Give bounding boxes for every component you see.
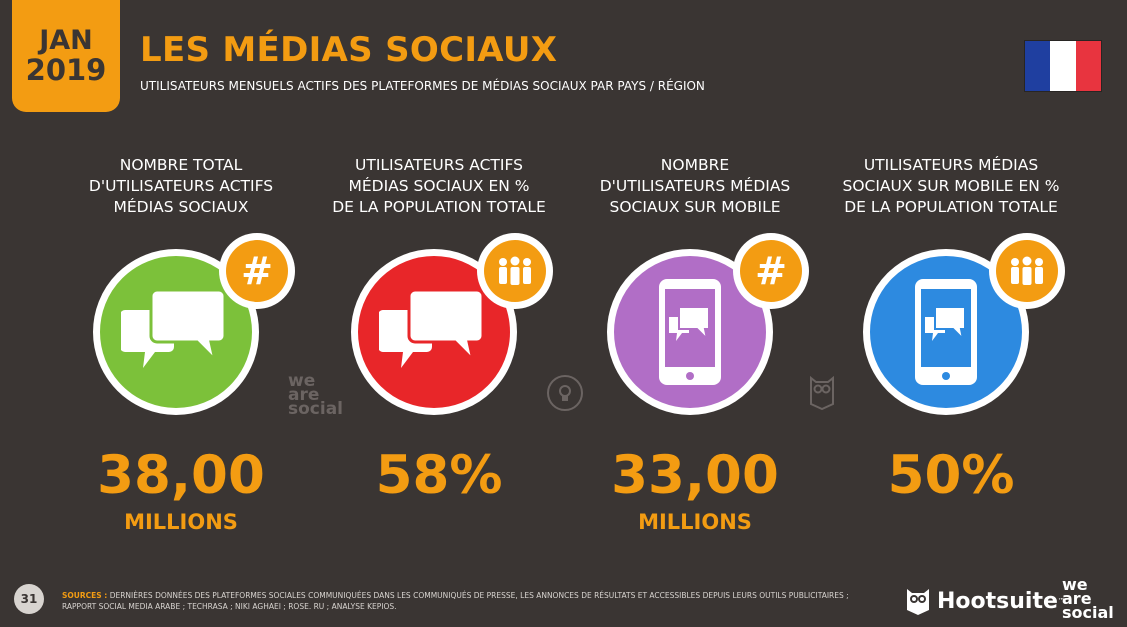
flag-stripe-blue (1025, 41, 1051, 91)
date-month: JAN (39, 24, 93, 56)
hashtag-icon: # (733, 233, 809, 309)
wm-we: we (288, 371, 316, 391)
we-are-social-watermark: we are social (288, 371, 344, 419)
mobile-chat-icon (863, 249, 1029, 415)
page-title: LES MÉDIAS SOCIAUX (140, 30, 558, 70)
label-line: D'UTILISATEURS ACTIFS (88, 177, 274, 195)
label-line: UTILISATEURS MÉDIAS (863, 156, 1039, 174)
page-number: 31 (14, 584, 44, 614)
flag-stripe-red (1075, 41, 1101, 91)
logo-are: are (1062, 589, 1092, 608)
sources-label: SOURCES : (62, 591, 108, 600)
owl-icon (808, 374, 836, 411)
stat-unit: MILLIONS (638, 510, 752, 534)
sources-text: DERNIÈRES DONNÉES DES PLATEFORMES SOCIAL… (62, 591, 849, 611)
trademark: ™ (1057, 597, 1065, 605)
label-line: MÉDIAS SOCIAUX EN % (348, 177, 530, 195)
date-year: 2019 (25, 52, 107, 87)
flag-stripe-white (1050, 41, 1076, 91)
logo-we: we (1062, 575, 1088, 594)
stat-value: 38,00 (97, 445, 265, 506)
label-line: NOMBRE TOTAL (119, 156, 243, 174)
stat-value: 58% (375, 445, 503, 506)
stat-label: UTILISATEURS MÉDIAS SOCIAUX SUR MOBILE EN… (822, 155, 1080, 227)
people-icon (989, 233, 1065, 309)
stat-value: 33,00 (611, 445, 779, 506)
stat-value: 50% (887, 445, 1015, 506)
label-line: SOCIAUX SUR MOBILE (609, 198, 781, 216)
label-line: DE LA POPULATION TOTALE (332, 198, 546, 216)
stat-label: NOMBRE TOTAL D'UTILISATEURS ACTIFS MÉDIAS … (52, 155, 310, 227)
wm-are: are (288, 385, 320, 405)
sources-note: SOURCES : DERNIÈRES DONNÉES DES PLATEFOR… (62, 590, 882, 612)
label-line: DE LA POPULATION TOTALE (844, 198, 1058, 216)
wm-social: social (288, 399, 344, 419)
label-line: UTILISATEURS ACTIFS (355, 156, 523, 174)
label-line: MÉDIAS SOCIAUX (113, 198, 249, 216)
hootsuite-wordmark: Hootsuite (937, 588, 1058, 614)
we-are-social-logo: we are social (1062, 575, 1114, 622)
page-subtitle: UTILISATEURS MENSUELS ACTIFS DES PLATEFO… (140, 79, 705, 93)
label-line: D'UTILISATEURS MÉDIAS (599, 177, 791, 195)
logo-social: social (1062, 603, 1114, 622)
hootsuite-logo: Hootsuite ™ (905, 586, 1065, 616)
stat-mobile-penetration: UTILISATEURS MÉDIAS SOCIAUX SUR MOBILE EN… (822, 155, 1080, 510)
label-line: SOCIAUX SUR MOBILE EN % (842, 177, 1060, 195)
hootsuite-owl-icon (907, 589, 929, 615)
date-badge: JAN 2019 (12, 0, 120, 112)
people-icon (477, 233, 553, 309)
hashtag-icon: # (219, 233, 295, 309)
stat-total-social-users: NOMBRE TOTAL D'UTILISATEURS ACTIFS MÉDIAS … (52, 155, 310, 534)
stat-social-penetration: UTILISATEURS ACTIFS MÉDIAS SOCIAUX EN % DE… (310, 155, 568, 510)
lightbulb-icon (547, 375, 583, 411)
stat-label: NOMBRE D'UTILISATEURS MÉDIAS SOCIAUX SUR M… (566, 155, 824, 227)
france-flag-icon (1025, 41, 1101, 91)
stat-label: UTILISATEURS ACTIFS MÉDIAS SOCIAUX EN % DE… (310, 155, 568, 227)
stat-unit: MILLIONS (124, 510, 238, 534)
label-line: NOMBRE (660, 156, 730, 174)
stat-mobile-social-users: NOMBRE D'UTILISATEURS MÉDIAS SOCIAUX SUR M… (566, 155, 824, 534)
